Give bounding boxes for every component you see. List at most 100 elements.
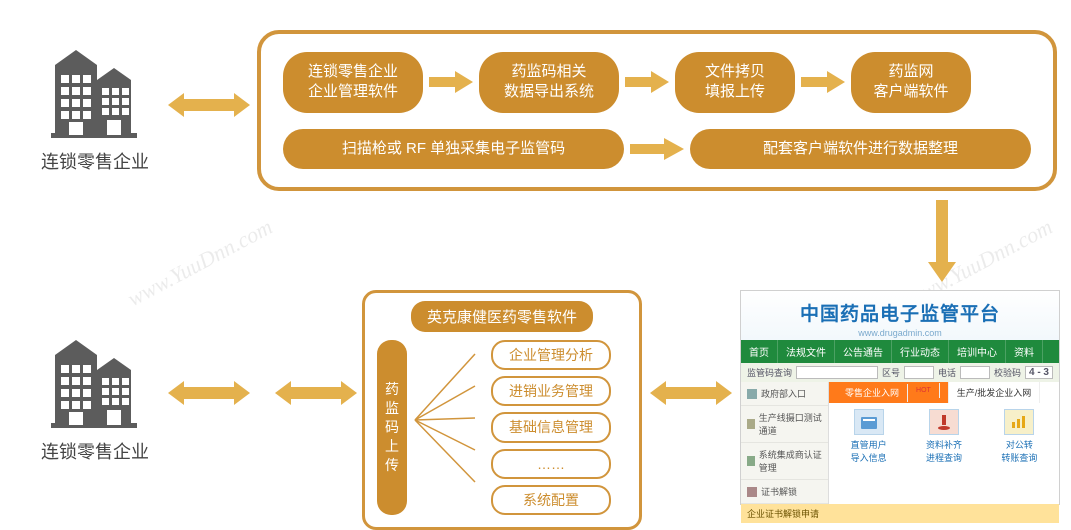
site-card[interactable]: 直管用户 导入信息: [835, 409, 902, 464]
left-nav-item[interactable]: 政府部入口: [741, 382, 828, 406]
arrow-right-icon: [801, 70, 845, 94]
flow-node: 文件拷贝 填报上传: [675, 52, 795, 113]
card-label: 转账查询: [986, 451, 1053, 464]
arrow-bi: [168, 90, 250, 118]
site-title: 中国药品电子监管平台: [751, 299, 1049, 326]
pill-line: 数据导出系统: [504, 83, 594, 100]
flow-row-1: 连锁零售企业 企业管理软件 药监码相关 数据导出系统 文件拷贝 填报上传 药监网…: [283, 52, 1031, 113]
site-tabs: 零售企业入网HOT 生产/批发企业入网: [829, 382, 1059, 403]
pill-line: 企业管理软件: [308, 83, 398, 100]
arrow-bi: [275, 378, 357, 406]
building-icon: [30, 330, 160, 430]
captcha: 4 - 3: [1025, 366, 1053, 379]
search-input[interactable]: [796, 366, 878, 379]
software-body: 药 监 码 上 传 企业管理分析 进销业务管理 基础信息管理 …… 系统配置: [377, 340, 627, 515]
nav-item[interactable]: 首页: [741, 340, 778, 363]
nav-item[interactable]: 行业动态: [892, 340, 949, 363]
card-label: 资料补齐: [910, 438, 977, 451]
arrow-down: [926, 200, 954, 282]
arrow-right-icon: [630, 137, 684, 161]
site-main: 零售企业入网HOT 生产/批发企业入网 直管用户 导入信息 资料补齐 进程查询: [829, 382, 1059, 504]
left-nav-label: 政府部入口: [761, 387, 806, 400]
card-label: 导入信息: [835, 451, 902, 464]
pill-line: 药监网: [888, 63, 933, 80]
branch-item: 基础信息管理: [491, 412, 611, 442]
nav-item[interactable]: 培训中心: [949, 340, 1006, 363]
search-label: 监管码查询: [747, 366, 792, 379]
flow-node-wide: 配套客户端软件进行数据整理: [690, 129, 1031, 169]
search-label: 电话: [938, 366, 956, 379]
flow-node-wide: 扫描枪或 RF 单独采集电子监管码: [283, 129, 624, 169]
search-input[interactable]: [960, 366, 990, 379]
nav-item[interactable]: 资料: [1006, 340, 1043, 363]
pill-line: 药监码相关: [511, 63, 586, 80]
pill-line: 填报上传: [705, 83, 765, 100]
flow-node: 药监码相关 数据导出系统: [479, 52, 619, 113]
branch-item: ……: [491, 449, 611, 479]
software-title: 英克康健医药零售软件: [411, 301, 593, 332]
top-flow-container: 连锁零售企业 企业管理软件 药监码相关 数据导出系统 文件拷贝 填报上传 药监网…: [257, 30, 1057, 191]
left-nav-label: 系统集成商认证管理: [759, 448, 822, 474]
vpill-char: 药: [385, 380, 399, 399]
building-top: 连锁零售企业: [30, 40, 160, 174]
card-icon: [1004, 409, 1034, 435]
site-card[interactable]: 资料补齐 进程查询: [910, 409, 977, 464]
website-screenshot: 中国药品电子监管平台 www.drugadmin.com 首页 法规文件 公告通…: [740, 290, 1060, 505]
site-search-bar: 监管码查询 区号 电话 校验码 4 - 3: [741, 363, 1059, 382]
software-vpill: 药 监 码 上 传: [377, 340, 407, 515]
arrow-right-icon: [625, 70, 669, 94]
arrow-right-icon: [429, 70, 473, 94]
site-left-nav: 政府部入口 生产线摄口测试通道 系统集成商认证管理 证书解锁: [741, 382, 829, 504]
site-cards: 直管用户 导入信息 资料补齐 进程查询 对公转 转账查询: [829, 403, 1059, 470]
left-nav-item[interactable]: 系统集成商认证管理: [741, 443, 828, 480]
left-nav-item[interactable]: 生产线摄口测试通道: [741, 406, 828, 443]
arrow-bi: [650, 378, 732, 406]
card-icon: [854, 409, 884, 435]
factory-icon: [747, 419, 755, 429]
site-url: www.drugadmin.com: [751, 328, 1049, 338]
branch-list: 企业管理分析 进销业务管理 基础信息管理 …… 系统配置: [491, 340, 611, 515]
watermark: www.YuuDnn.com: [123, 214, 277, 312]
gov-icon: [747, 389, 757, 399]
building-icon: [30, 40, 160, 140]
pill-line: 客户端软件: [873, 83, 948, 100]
search-input[interactable]: [904, 366, 934, 379]
search-label: 校验码: [994, 366, 1021, 379]
vpill-char: 上: [385, 437, 399, 456]
pill-line: 连锁零售企业: [308, 63, 398, 80]
pill-line: 文件拷贝: [705, 63, 765, 80]
left-nav-item[interactable]: 证书解锁: [741, 480, 828, 504]
card-label: 直管用户: [835, 438, 902, 451]
site-header: 中国药品电子监管平台 www.drugadmin.com: [741, 291, 1059, 340]
search-label: 区号: [882, 366, 900, 379]
vpill-char: 码: [385, 418, 399, 437]
building-label: 连锁零售企业: [30, 438, 160, 464]
cert-icon: [747, 456, 755, 466]
hot-badge: HOT: [908, 383, 940, 398]
tab-active[interactable]: 零售企业入网HOT: [829, 382, 949, 403]
card-label: 对公转: [986, 438, 1053, 451]
flow-row-2: 扫描枪或 RF 单独采集电子监管码 配套客户端软件进行数据整理: [283, 129, 1031, 169]
left-nav-label: 生产线摄口测试通道: [759, 411, 822, 437]
site-foot[interactable]: 企业证书解锁申请: [741, 504, 1059, 523]
flow-node: 药监网 客户端软件: [851, 52, 971, 113]
branch-item: 企业管理分析: [491, 340, 611, 370]
nav-item[interactable]: 公告通告: [835, 340, 892, 363]
lock-icon: [747, 487, 757, 497]
nav-item[interactable]: 法规文件: [778, 340, 835, 363]
arrow-bi: [168, 378, 250, 406]
site-body: 政府部入口 生产线摄口测试通道 系统集成商认证管理 证书解锁 零售企业入网HOT…: [741, 382, 1059, 504]
vpill-char: 监: [385, 399, 399, 418]
card-label: 进程查询: [910, 451, 977, 464]
site-card[interactable]: 对公转 转账查询: [986, 409, 1053, 464]
tab-label: 零售企业入网: [837, 384, 908, 402]
software-container: 英克康健医药零售软件 药 监 码 上 传 企业管理分析 进销业务管理 基础信息管…: [362, 290, 642, 530]
flow-node: 连锁零售企业 企业管理软件: [283, 52, 423, 113]
branch-item: 进销业务管理: [491, 376, 611, 406]
tab[interactable]: 生产/批发企业入网: [949, 382, 1041, 403]
site-nav: 首页 法规文件 公告通告 行业动态 培训中心 资料: [741, 340, 1059, 363]
vpill-char: 传: [385, 456, 399, 475]
card-icon: [929, 409, 959, 435]
branch-item: 系统配置: [491, 485, 611, 515]
building-bottom: 连锁零售企业: [30, 330, 160, 464]
